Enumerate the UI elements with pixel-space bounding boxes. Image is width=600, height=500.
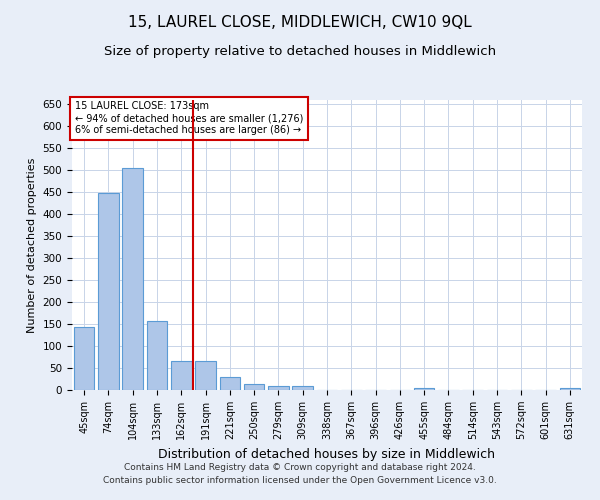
Bar	[171, 362, 191, 390]
Text: Size of property relative to detached houses in Middlewich: Size of property relative to detached ho…	[104, 45, 496, 58]
Bar	[195, 362, 216, 390]
X-axis label: Distribution of detached houses by size in Middlewich: Distribution of detached houses by size …	[158, 448, 496, 460]
Bar	[268, 386, 289, 390]
Bar	[560, 388, 580, 390]
Bar	[244, 384, 265, 390]
Text: Contains HM Land Registry data © Crown copyright and database right 2024.
Contai: Contains HM Land Registry data © Crown c…	[103, 464, 497, 485]
Bar	[122, 168, 143, 390]
Bar	[74, 326, 94, 390]
Bar	[146, 321, 167, 390]
Text: 15, LAUREL CLOSE, MIDDLEWICH, CW10 9QL: 15, LAUREL CLOSE, MIDDLEWICH, CW10 9QL	[128, 15, 472, 30]
Y-axis label: Number of detached properties: Number of detached properties	[27, 158, 37, 332]
Bar	[292, 386, 313, 390]
Bar	[414, 388, 434, 390]
Text: 15 LAUREL CLOSE: 173sqm
← 94% of detached houses are smaller (1,276)
6% of semi-: 15 LAUREL CLOSE: 173sqm ← 94% of detache…	[74, 102, 303, 134]
Bar	[220, 377, 240, 390]
Bar	[98, 193, 119, 390]
